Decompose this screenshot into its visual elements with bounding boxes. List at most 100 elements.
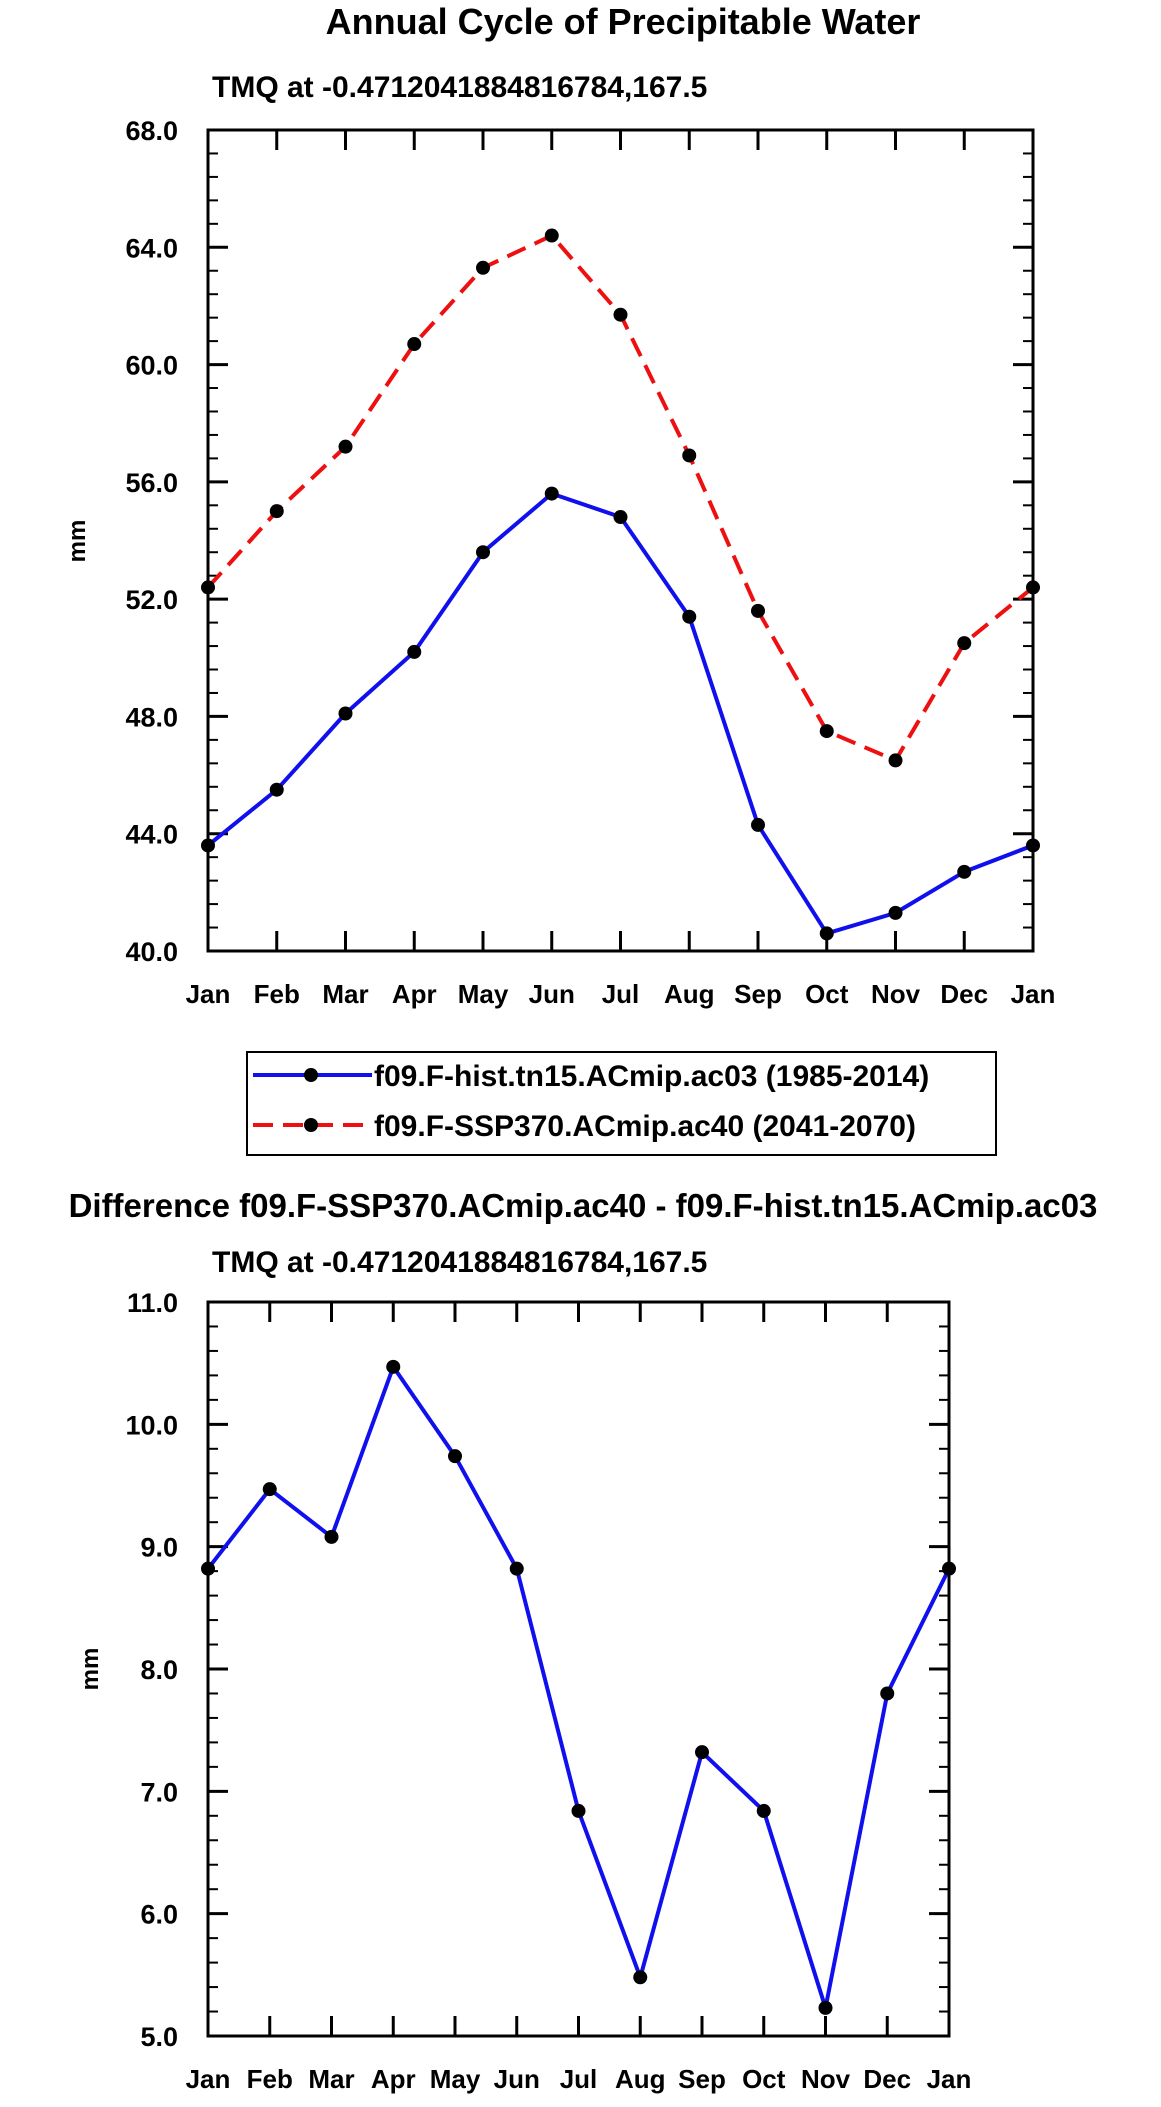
y-tick-label: 48.0 <box>125 702 178 732</box>
series-1-point <box>338 706 353 721</box>
x-tick-label: Jan <box>186 979 231 1009</box>
y-tick-label: 11.0 <box>127 1288 178 1318</box>
series-2-point <box>819 724 834 739</box>
series-1-point <box>695 1745 709 1760</box>
series-1-point <box>386 1359 401 1374</box>
x-tick-label: Jan <box>186 2064 231 2094</box>
legend-label-ssp: f09.F-SSP370.ACmip.ac40 (2041-2070) <box>374 1110 916 1143</box>
chart1-ticks <box>206 128 1035 953</box>
series-1-point <box>957 864 972 879</box>
series-1-point <box>324 1529 339 1544</box>
series-1-point <box>819 926 834 941</box>
series-1-point <box>888 905 903 920</box>
x-tick-label: May <box>430 2064 481 2094</box>
series-2-point <box>338 439 353 454</box>
x-tick-label: Mar <box>322 979 368 1009</box>
legend-marker-hist <box>304 1068 318 1082</box>
x-tick-label: Sep <box>734 979 782 1009</box>
y-tick-label: 44.0 <box>125 820 178 850</box>
chart2-title: Difference f09.F-SSP370.ACmip.ac40 - f09… <box>69 1187 1098 1224</box>
y-tick-label: 7.0 <box>140 1777 178 1807</box>
x-tick-label: Nov <box>801 2064 851 2094</box>
x-tick-label: Jan <box>1011 979 1056 1009</box>
chart1-subtitle: TMQ at -0.4712041884816784,167.5 <box>212 71 707 104</box>
series-1-point <box>262 1482 277 1497</box>
chart2-ticks <box>206 1300 951 2038</box>
series-2-point <box>201 580 215 595</box>
chart1-title: Annual Cycle of Precipitable Water <box>326 1 921 42</box>
x-tick-label: Oct <box>805 979 849 1009</box>
x-tick-label: Jul <box>602 979 640 1009</box>
series-1-point <box>476 545 490 560</box>
series-2-point <box>613 307 628 322</box>
y-tick-label: 6.0 <box>140 1900 178 1930</box>
chart2-frame <box>206 1300 951 2038</box>
series-2-point <box>476 260 490 275</box>
x-tick-label: Dec <box>863 2064 911 2094</box>
chart2-ytick-labels: 5.0 6.0 7.0 8.0 9.0 10.0 11.0 <box>125 1288 178 2052</box>
x-tick-label: Jul <box>560 2064 598 2094</box>
x-tick-label: Nov <box>871 979 921 1009</box>
series-1-point <box>571 1803 586 1818</box>
x-tick-label: Sep <box>678 2064 726 2094</box>
x-tick-label: May <box>458 979 509 1009</box>
series-1-point <box>448 1449 462 1464</box>
series-1-point <box>756 1803 771 1818</box>
chart2-xtick-labels: Jan Feb Mar Apr May Jun Jul Aug Sep Oct Nov Dec Jan <box>186 2064 972 2094</box>
series-1-point <box>1026 838 1040 853</box>
x-tick-label: Jun <box>529 979 575 1009</box>
y-tick-label: 5.0 <box>140 2022 178 2052</box>
legend-marker-ssp <box>304 1118 318 1132</box>
chart1-ytick-labels: 40.0 44.0 48.0 52.0 56.0 60.0 64.0 68.0 <box>125 116 178 967</box>
x-tick-label: Jan <box>927 2064 972 2094</box>
series-line-1 <box>206 1364 951 2010</box>
y-tick-label: 64.0 <box>125 233 178 263</box>
x-tick-label: Jun <box>494 2064 540 2094</box>
series-1-point <box>942 1561 956 1576</box>
series-1-point <box>201 1561 215 1576</box>
x-tick-label: Feb <box>247 2064 293 2094</box>
chart1-series-group <box>201 228 1040 941</box>
series-2-point <box>1026 580 1040 595</box>
series-1-point <box>880 1686 895 1701</box>
series-1-point <box>751 817 765 832</box>
y-tick-label: 56.0 <box>125 468 178 498</box>
y-tick-label: 10.0 <box>125 1410 178 1440</box>
chart1-xtick-labels: Jan Feb Mar Apr May Jun Jul Aug Sep Oct Nov Dec Jan <box>186 979 1056 1009</box>
chart1-ylabel: mm <box>64 520 91 563</box>
x-tick-label: Apr <box>392 979 437 1009</box>
chart1-frame <box>206 128 1035 953</box>
chart2-series-group <box>201 1359 956 2015</box>
series-1-point <box>633 1970 648 1985</box>
legend-label-hist: f09.F-hist.tn15.ACmip.ac03 (1985-2014) <box>374 1060 929 1093</box>
y-tick-label: 8.0 <box>140 1655 178 1685</box>
series-2-point <box>269 504 284 519</box>
chart2-subtitle: TMQ at -0.4712041884816784,167.5 <box>212 1246 707 1279</box>
series-2-point <box>751 603 765 618</box>
y-tick-label: 52.0 <box>125 585 178 615</box>
y-tick-label: 60.0 <box>125 351 178 381</box>
x-tick-label: Aug <box>664 979 715 1009</box>
series-1-point <box>613 510 628 525</box>
y-tick-label: 68.0 <box>125 116 178 146</box>
series-2-point <box>888 753 903 768</box>
y-tick-label: 9.0 <box>140 1533 178 1563</box>
x-tick-label: Feb <box>254 979 300 1009</box>
series-1-point <box>509 1561 524 1576</box>
series-2-point <box>682 448 697 463</box>
legend-box <box>246 1051 997 1156</box>
x-tick-label: Oct <box>742 2064 786 2094</box>
series-1-point <box>201 838 215 853</box>
x-tick-label: Aug <box>615 2064 666 2094</box>
x-tick-label: Mar <box>308 2064 354 2094</box>
series-2-point <box>407 337 422 352</box>
series-1-point <box>407 644 422 659</box>
series-1-point <box>818 2000 833 2015</box>
x-tick-label: Dec <box>940 979 988 1009</box>
series-line-1 <box>206 491 1034 936</box>
chart2-ylabel: mm <box>77 1648 104 1691</box>
series-2-point <box>544 228 559 243</box>
series-1-point <box>682 609 697 624</box>
series-1-point <box>544 486 559 501</box>
